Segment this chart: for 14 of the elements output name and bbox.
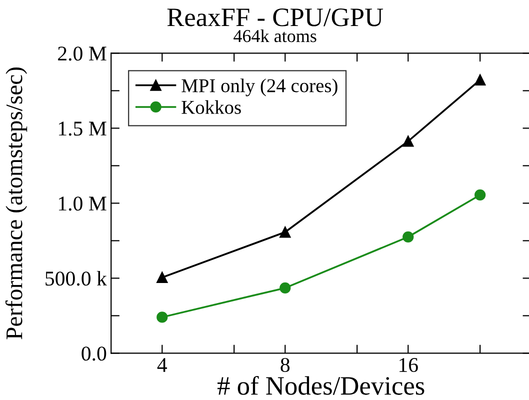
y-tick-label: 500.0 k	[46, 270, 107, 286]
x-tick-label: 8	[280, 358, 290, 372]
legend-label: MPI only (24 cores)	[182, 78, 338, 96]
y-tick-label: 1.5 M	[58, 122, 106, 136]
x-axis-title: # of Nodes/Devices	[218, 376, 424, 395]
legend-label: Kokkos	[182, 100, 241, 114]
y-tick-label: 1.0 M	[58, 196, 106, 211]
chart-title: ReaxFF - CPU/GPU	[167, 8, 384, 26]
x-tick-label: 4	[157, 358, 168, 372]
y-axis-title: Performance (atomsteps/sec)	[5, 68, 28, 340]
x-tick-label: 16	[400, 358, 418, 372]
y-tick-label: 0.0	[82, 346, 106, 361]
y-tick-label: 2.0 M	[58, 46, 106, 61]
chart-subtitle: 464k atoms	[234, 29, 316, 42]
